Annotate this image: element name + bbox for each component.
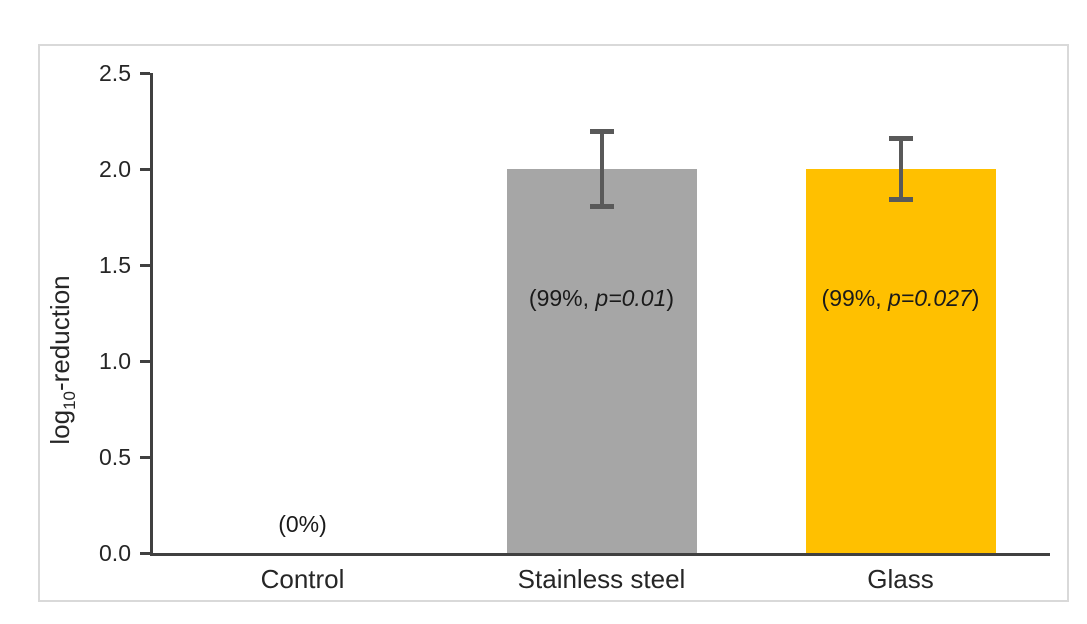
error-bar-line-glass — [898, 138, 903, 200]
y-axis-tick-mark — [140, 72, 150, 75]
data-label-plain: (99%, — [821, 284, 889, 311]
x-axis-label-stainless-steel: Stainless steel — [517, 564, 686, 594]
data-label-plain: (99%, — [528, 284, 596, 311]
y-axis-tick-label: 2.5 — [99, 60, 131, 86]
data-label-close: ) — [971, 284, 980, 311]
data-label-glass: (99%, p=0.027) — [751, 284, 1051, 312]
y-axis-title-prefix: log — [45, 409, 75, 445]
error-bar-cap-top-glass — [888, 136, 913, 142]
data-label-plain: (0%) — [278, 511, 327, 538]
error-bar-cap-bottom-glass — [888, 196, 913, 202]
y-axis-tick-mark — [140, 168, 150, 171]
data-label-pvalue: p=0.027 — [888, 284, 972, 311]
y-axis-tick-mark — [140, 456, 150, 459]
y-axis-tick-mark — [140, 360, 150, 363]
data-label-pvalue: p=0.01 — [595, 284, 667, 311]
y-axis-tick-mark — [140, 552, 150, 555]
y-axis-tick-label: 1.0 — [99, 348, 131, 374]
bar-stainless-steel — [506, 169, 697, 553]
y-axis-tick-label: 0.5 — [99, 444, 131, 470]
y-axis-tick-mark — [140, 264, 150, 267]
y-axis-tick-label: 1.5 — [99, 252, 131, 278]
error-bar-line-stainless-steel — [599, 130, 604, 208]
bar-glass — [805, 169, 996, 553]
x-axis-labels: Control Stainless steel Glass — [153, 562, 1050, 602]
plot-area: 0.0 0.5 1.0 1.5 2.0 2.5 (0%) (99%, p=0.01) (99%… — [99, 60, 1050, 566]
y-axis-title-subscript: 10 — [60, 391, 80, 410]
data-label-stainless-steel: (99%, p=0.01) — [452, 284, 752, 312]
x-axis-label-glass: Glass — [867, 564, 934, 594]
y-axis-tick-label: 2.0 — [99, 156, 131, 182]
error-bar-cap-top-stainless-steel — [589, 128, 614, 134]
y-axis-ticks-layer: 0.0 0.5 1.0 1.5 2.0 2.5 — [99, 60, 1050, 566]
chart-frame: log10-reduction 0.0 0.5 1.0 1.5 2.0 2.5 (0%)(… — [38, 44, 1069, 602]
data-label-close: ) — [666, 284, 675, 311]
error-bar-cap-bottom-stainless-steel — [589, 204, 614, 210]
y-axis-tick-label: 0.0 — [99, 540, 131, 566]
bars-layer: (0%) (99%, p=0.01) (99%, p=0.027) — [153, 73, 1050, 553]
data-label-control: (0%) — [153, 510, 453, 538]
x-axis-label-control: Control — [260, 564, 345, 594]
